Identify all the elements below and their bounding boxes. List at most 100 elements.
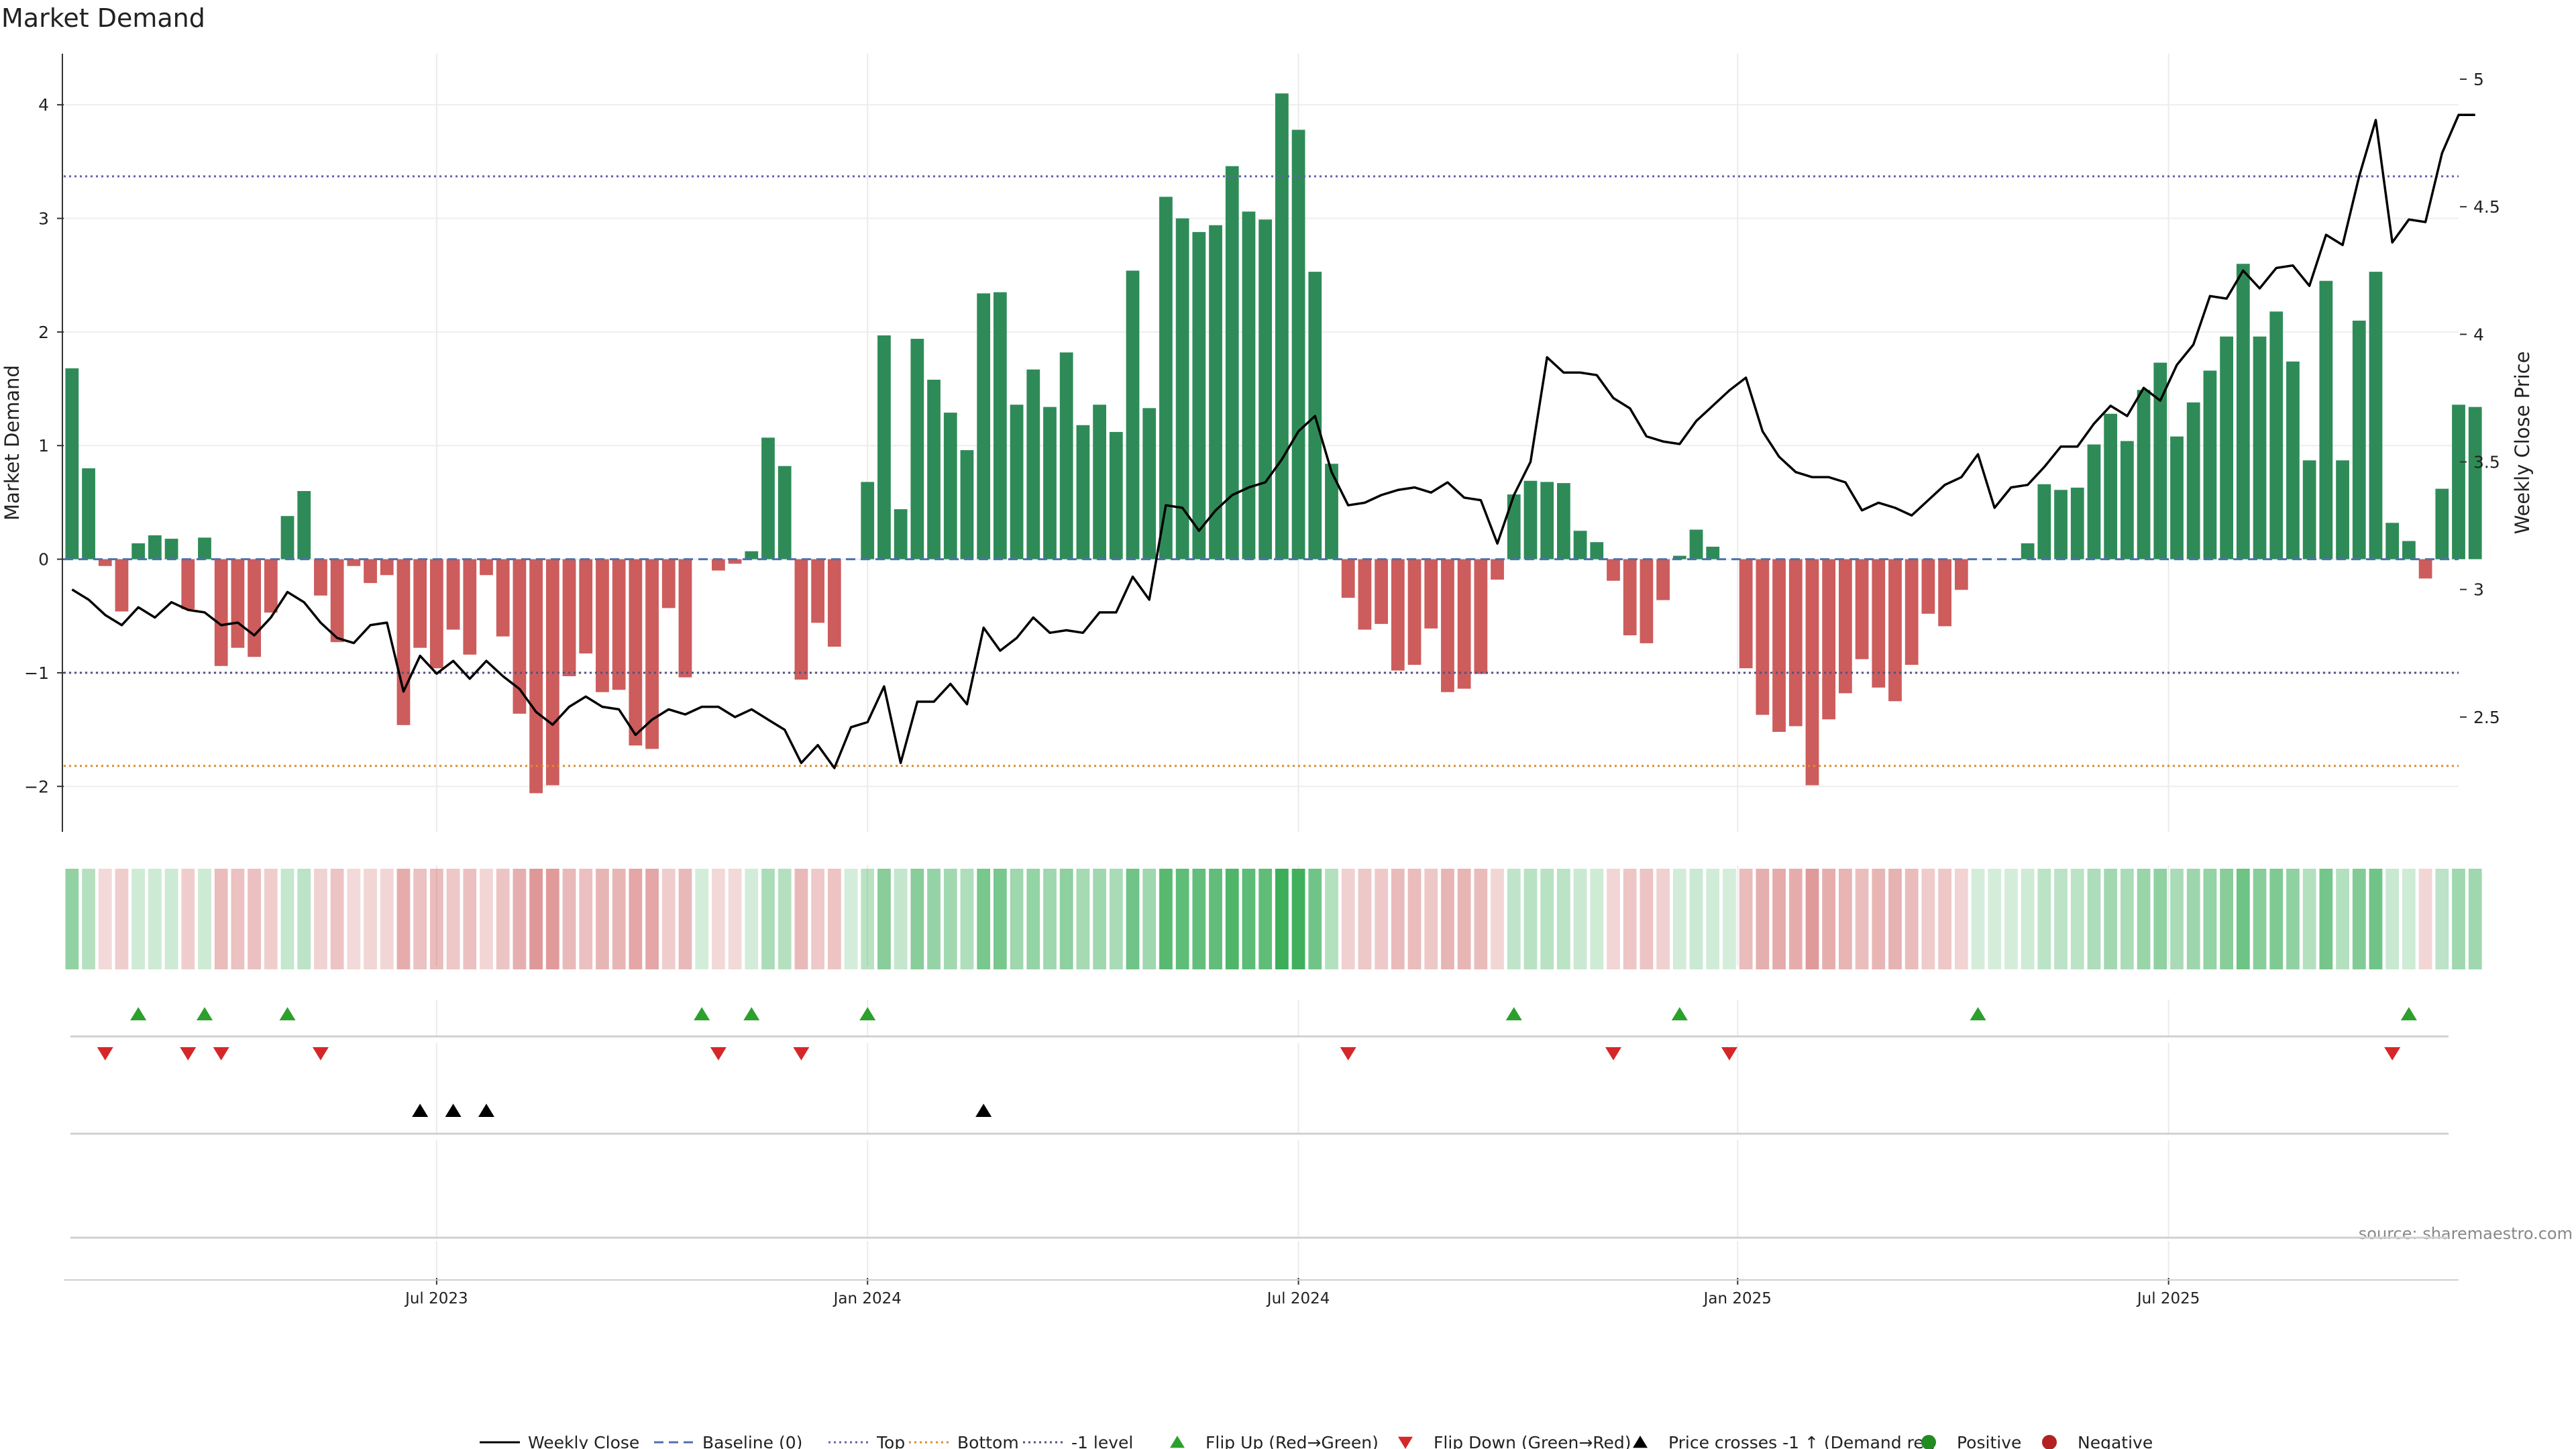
demand-bar [861, 482, 875, 559]
demand-bar [280, 516, 294, 559]
y2-tick-label: 4.5 [2473, 197, 2500, 217]
heatmap-cell [1656, 869, 1670, 969]
heatmap-cell [1706, 869, 1720, 969]
heatmap-cell [1788, 869, 1803, 969]
x-tick-label: Jul 2025 [2136, 1290, 2200, 1307]
heatmap-cell [910, 869, 924, 969]
demand-bar [480, 559, 493, 576]
demand-bar [513, 559, 527, 714]
demand-bar [2203, 370, 2217, 559]
heatmap-cell [1739, 869, 1753, 969]
demand-bar [347, 559, 361, 566]
heatmap-cell [1590, 869, 1604, 969]
demand-bar [1275, 93, 1289, 559]
heatmap-cell [347, 869, 361, 969]
legend-item-flip_up: Flip Up (Red→Green) [1170, 1433, 1379, 1449]
heatmap-cell [2402, 869, 2416, 969]
demand-bar [198, 537, 211, 559]
flip-up-marker [1970, 1007, 1986, 1020]
legend-label: -1 level [1071, 1433, 1133, 1449]
heatmap-cell [1325, 869, 1338, 969]
heatmap-cell [231, 869, 245, 969]
demand-bar [65, 368, 79, 559]
y-tick-label: −2 [24, 777, 49, 796]
demand-bar [794, 559, 808, 680]
demand-bar [629, 559, 643, 746]
demand-bar [2302, 460, 2316, 559]
demand-bar [1375, 559, 1388, 625]
heatmap-cell [1341, 869, 1355, 969]
heatmap-cell [645, 869, 659, 969]
heatmap-cell [2104, 869, 2118, 969]
heatmap-cell [496, 869, 510, 969]
y-tick-label: −1 [24, 663, 49, 683]
demand-bar [1225, 166, 1239, 559]
demand-bar [1474, 559, 1488, 674]
demand-bar [1623, 559, 1637, 636]
demand-bar [1391, 559, 1405, 671]
demand-bar [2153, 362, 2167, 559]
heatmap-cell [1258, 869, 1273, 969]
heatmap-cell [364, 869, 377, 969]
demand-bar [1142, 408, 1157, 559]
heatmap-cell [2037, 869, 2051, 969]
heatmap-cell [612, 869, 626, 969]
demand-bar [661, 559, 676, 608]
demand-bar [2054, 490, 2068, 559]
heatmap-cell [2186, 869, 2200, 969]
heatmap-cell [861, 869, 875, 969]
demand-bar [1788, 559, 1803, 727]
heatmap-cell [330, 869, 344, 969]
demand-bar [1093, 405, 1106, 559]
demand-bar [2104, 413, 2118, 559]
heatmap-cell [1407, 869, 1421, 969]
demand-bar [2369, 272, 2383, 559]
legend-item-top: Top [828, 1433, 905, 1449]
demand-bar [2319, 280, 2333, 559]
demand-bar [148, 535, 162, 559]
demand-bar [1590, 542, 1604, 559]
heatmap-cell [1291, 869, 1305, 969]
legend-label: Flip Down (Green→Red) [1434, 1433, 1631, 1449]
flip-up-marker [1505, 1007, 1522, 1020]
heatmap-cell [264, 869, 278, 969]
legend-item-baseline: Baseline (0) [654, 1433, 802, 1449]
demand-bar [1109, 431, 1123, 559]
heatmap-cell [2385, 869, 2400, 969]
price-cross-marker [412, 1104, 429, 1117]
heatmap-cell [877, 869, 891, 969]
demand-bar [98, 559, 112, 566]
heatmap-cell [1988, 869, 2002, 969]
demand-bar [2021, 543, 2035, 559]
heatmap-cell [2070, 869, 2084, 969]
heatmap-cell [1142, 869, 1157, 969]
demand-bar [645, 559, 659, 749]
legend-swatch [1170, 1436, 1185, 1448]
flip-down-marker [1721, 1047, 1737, 1061]
flip-up-marker [743, 1007, 760, 1020]
heatmap-cell [1822, 869, 1836, 969]
heatmap-cell [745, 869, 759, 969]
heatmap-cell [1855, 869, 1869, 969]
heatmap-cell [2302, 869, 2316, 969]
demand-bar [1491, 559, 1504, 580]
heatmap-cell [430, 869, 443, 969]
flip-down-marker [793, 1047, 810, 1061]
heatmap-cell [446, 869, 460, 969]
heatmap-cell [678, 869, 692, 969]
flip-up-marker [2400, 1007, 2417, 1020]
demand-bars [65, 93, 2482, 794]
heatmap-cell [1772, 869, 1786, 969]
x-tick-label: Jan 2024 [833, 1290, 902, 1307]
legend-item-bottom: Bottom [909, 1433, 1019, 1449]
heatmap-cell [712, 869, 725, 969]
demand-bar [297, 490, 311, 559]
heatmap-cell [1175, 869, 1189, 969]
demand-bar [2352, 320, 2366, 559]
heatmap-cell [65, 869, 79, 969]
demand-bar [1126, 270, 1140, 559]
legend-label: Negative [2078, 1433, 2153, 1449]
heatmap-cell [545, 869, 559, 969]
demand-heatmap-strip [65, 869, 2482, 969]
heatmap-cell [894, 869, 908, 969]
